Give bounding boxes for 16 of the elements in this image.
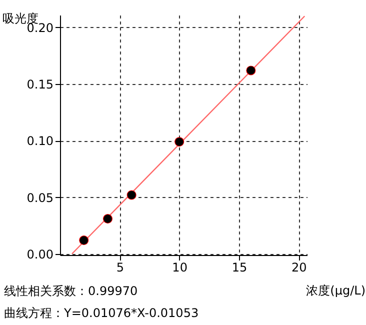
point xyxy=(126,190,136,200)
x-tick-label: 10 xyxy=(172,260,188,274)
point xyxy=(174,137,184,147)
x-tick-label: 15 xyxy=(232,260,248,274)
point xyxy=(246,66,256,76)
point xyxy=(102,214,112,224)
x-axis-title: 浓度(μg/L) xyxy=(306,284,366,298)
y-tick-label: 0.15 xyxy=(26,78,54,92)
x-tick-label: 20 xyxy=(292,260,307,274)
y-tick-label: 0.10 xyxy=(26,134,54,148)
point xyxy=(79,236,89,246)
text: 曲线方程：Y=0.01076*X-0.01053 xyxy=(4,306,199,320)
y-tick-label: 0.00 xyxy=(26,247,54,262)
x-tick-label: 5 xyxy=(116,260,124,274)
y-tick-label: 0.05 xyxy=(26,190,54,205)
text: 线性相关系数：0.99970 xyxy=(4,284,138,298)
